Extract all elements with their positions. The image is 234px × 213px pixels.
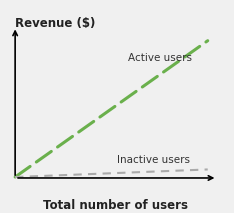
Text: Active users: Active users [128, 53, 192, 63]
Text: Total number of users: Total number of users [43, 199, 188, 212]
Text: Revenue ($): Revenue ($) [15, 17, 95, 30]
Text: Inactive users: Inactive users [117, 155, 190, 165]
